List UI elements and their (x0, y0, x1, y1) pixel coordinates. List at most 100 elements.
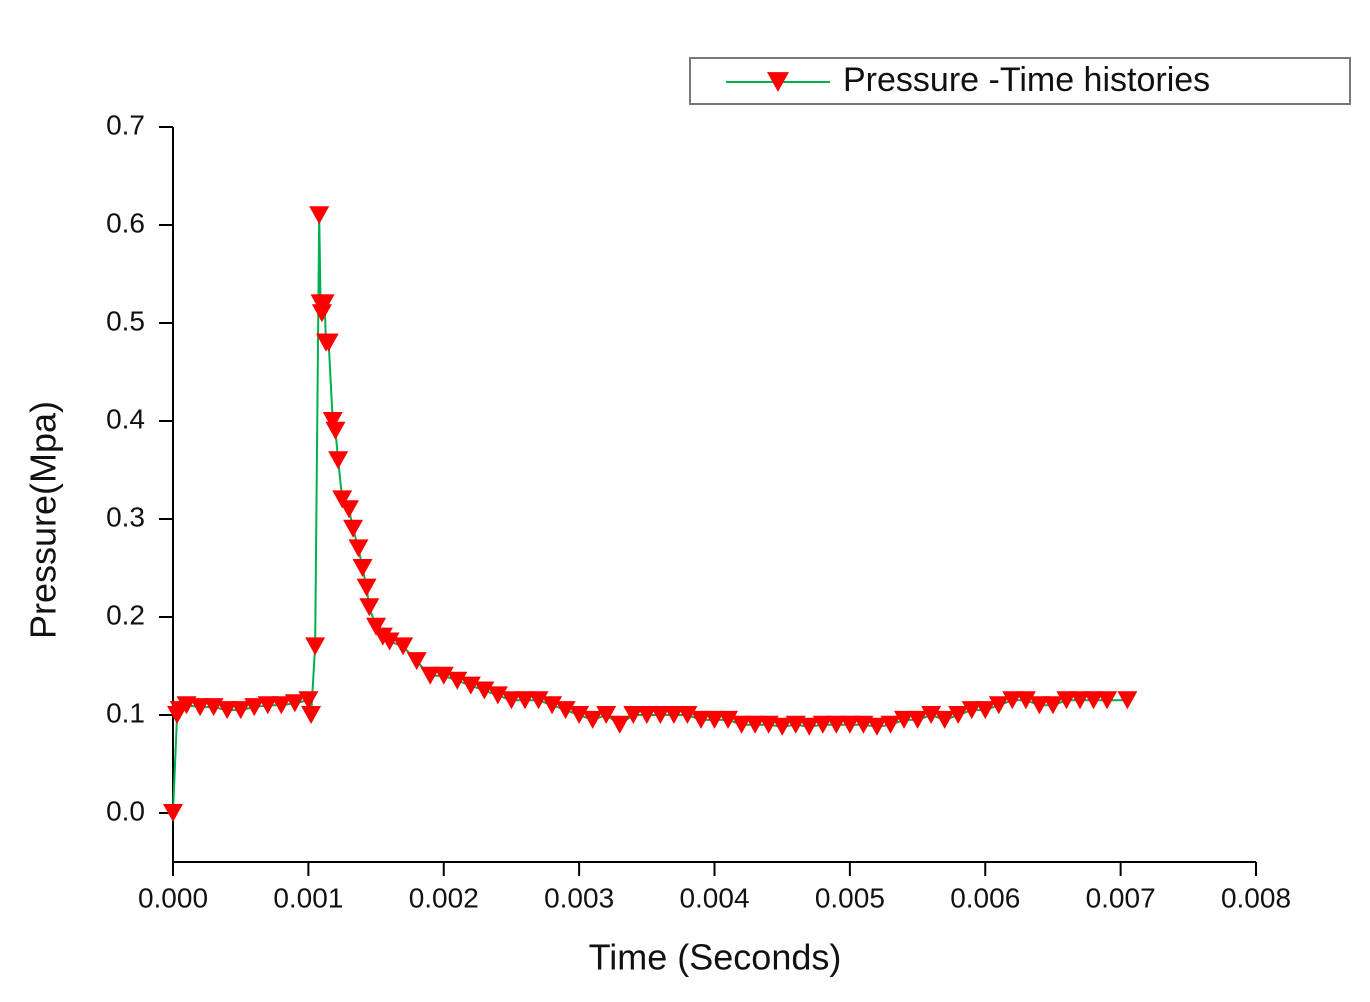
data-point (230, 701, 251, 720)
data-point (894, 710, 915, 729)
data-point (301, 706, 322, 724)
series-line (172, 215, 1128, 814)
data-point (420, 666, 441, 685)
data-point (190, 698, 211, 717)
data-point (328, 451, 349, 470)
data-point (704, 710, 725, 729)
data-point (343, 519, 364, 538)
data-point (514, 691, 535, 710)
y-tick-label: 0.3 (106, 501, 145, 532)
data-point (348, 539, 369, 558)
data-point (163, 804, 183, 822)
x-tick-label: 0.003 (544, 882, 614, 913)
data-point (839, 715, 860, 734)
data-point (582, 710, 603, 729)
legend-label: Pressure -Time histories (843, 61, 1210, 99)
y-axis-title: Pressure(Mpa) (23, 401, 64, 639)
data-point (406, 652, 427, 671)
x-tick-label: 0.000 (138, 882, 208, 913)
data-point (921, 706, 942, 724)
data-point (460, 676, 481, 695)
y-tick-label: 0.5 (106, 305, 145, 336)
data-point (284, 694, 305, 713)
data-point (975, 701, 996, 720)
data-point (314, 294, 335, 313)
data-point (501, 691, 522, 710)
data-point (623, 706, 644, 724)
y-tick-label: 0.6 (106, 207, 145, 238)
data-point (244, 698, 265, 717)
data-point (866, 717, 887, 736)
data-point (474, 681, 495, 700)
data-point (826, 715, 847, 734)
data-point (1097, 691, 1118, 710)
x-tick-label: 0.004 (679, 882, 749, 913)
data-point (257, 696, 278, 715)
data-point (379, 632, 400, 651)
data-point (1002, 691, 1023, 710)
data-point (718, 710, 739, 729)
y-tick-label: 0.4 (106, 403, 145, 434)
data-point (1056, 691, 1077, 710)
data-point (366, 617, 387, 636)
data-point (217, 701, 238, 720)
y-tick-label: 0.0 (106, 795, 145, 826)
data-point (907, 710, 928, 729)
data-point (650, 706, 671, 724)
data-point (988, 696, 1009, 715)
data-point (1042, 696, 1063, 715)
data-point (487, 686, 508, 705)
data-point (542, 696, 563, 715)
data-point (690, 710, 711, 729)
x-tick-label: 0.001 (273, 882, 343, 913)
data-point (447, 671, 468, 690)
data-point (305, 637, 326, 656)
x-tick-label: 0.008 (1221, 882, 1291, 913)
x-tick-label: 0.006 (950, 882, 1020, 913)
y-tick-label: 0.2 (106, 599, 145, 630)
x-axis-title: Time (Seconds) (589, 937, 842, 978)
data-point (745, 715, 766, 734)
data-point (948, 706, 969, 724)
data-point (677, 706, 698, 724)
data-point (318, 333, 339, 352)
data-point (1083, 691, 1104, 710)
data-point (311, 304, 332, 323)
data-point (359, 598, 380, 617)
data-point (772, 717, 793, 736)
data-point (433, 666, 454, 685)
data-point (812, 715, 833, 734)
data-point (1029, 696, 1050, 715)
data-point (1015, 691, 1036, 710)
x-tick-label: 0.002 (409, 882, 479, 913)
y-tick-label: 0.7 (106, 109, 145, 140)
data-point (271, 696, 292, 715)
x-tick-label: 0.007 (1086, 882, 1156, 913)
data-point (880, 715, 901, 734)
data-point (731, 715, 752, 734)
data-point (799, 717, 820, 736)
data-point (636, 706, 657, 724)
x-tick-label: 0.005 (815, 882, 885, 913)
data-point (298, 691, 319, 710)
data-point (596, 706, 617, 724)
data-point (352, 559, 373, 577)
data-point (961, 701, 982, 720)
y-tick-label: 0.1 (106, 697, 145, 728)
data-point (555, 701, 576, 720)
data-point (309, 206, 330, 225)
data-point (663, 706, 684, 724)
data-point (332, 490, 353, 509)
legend-marker (767, 72, 789, 92)
data-point (325, 421, 346, 440)
data-point (934, 710, 955, 729)
data-point (393, 637, 414, 656)
data-point (338, 500, 359, 519)
data-point (1117, 691, 1138, 710)
data-point (528, 691, 549, 710)
data-point (609, 715, 630, 734)
data-point (322, 412, 343, 430)
data-point (356, 578, 377, 597)
data-point (1070, 691, 1091, 710)
